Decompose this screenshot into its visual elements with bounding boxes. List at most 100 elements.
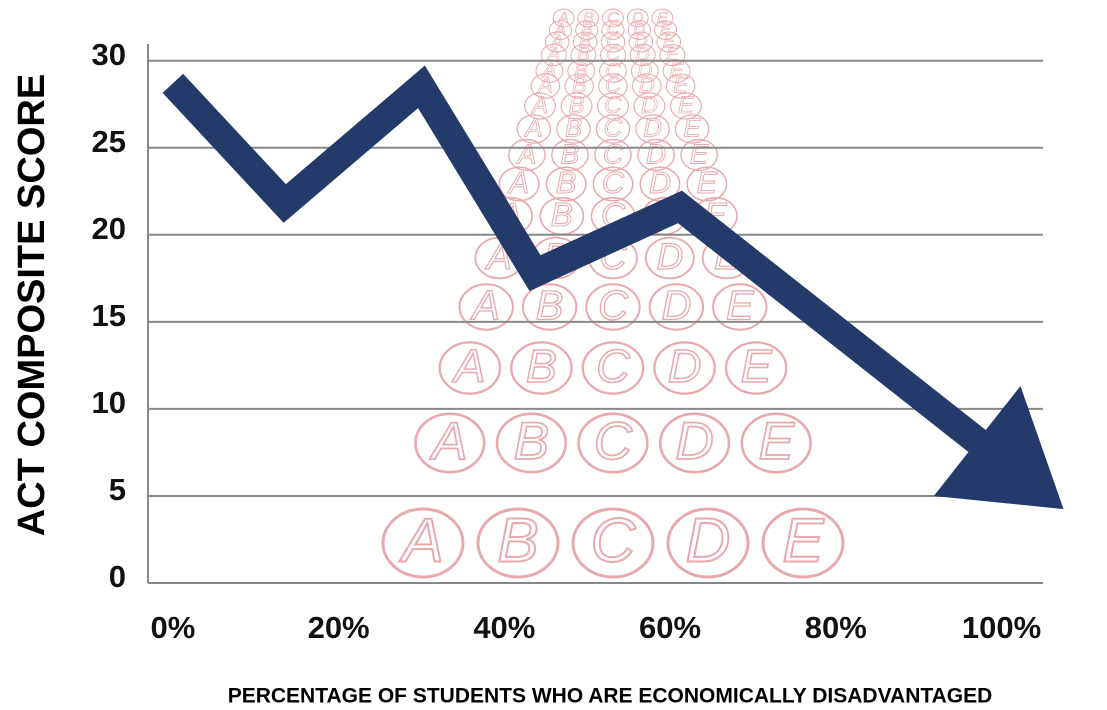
bubble [524,92,556,120]
bubble-letter: B [574,59,588,82]
bubble [521,283,578,331]
bubble [552,8,575,28]
bubble-letter: E [758,412,795,471]
bubble [633,92,666,120]
bubble-letter: D [649,166,671,200]
bubble [651,8,674,28]
bubble [414,412,486,474]
bubble [438,341,502,395]
bubble [551,138,589,172]
bubble [592,166,634,202]
bubble [659,43,686,67]
bubble [572,31,598,53]
bubble-letter: E [673,73,688,98]
arrowhead [933,386,1064,510]
bubble [595,114,631,144]
bubble-letter: E [741,340,773,392]
bubble-letter: E [697,166,718,200]
y-tick-label: 5 [109,472,126,507]
bubble [626,8,649,28]
bubble [581,341,645,395]
plot [162,65,1064,510]
bubble [600,31,626,53]
bubble [498,166,540,202]
bubble [724,341,788,395]
bubble [560,92,593,120]
bubble-letter: D [632,9,644,27]
bubble-letter: A [550,31,563,51]
bubble [712,283,768,331]
bubble-letter: C [607,9,619,27]
bubble [570,43,597,67]
bubble [476,507,560,579]
bubble-letter: E [690,138,709,169]
bubble-letter: A [398,506,443,575]
bubble [658,412,731,474]
bubble-letter: D [633,19,645,39]
bubble [600,43,626,67]
bubble-letter: B [551,197,573,234]
bubble-letter: B [497,506,538,575]
bubble [548,20,572,40]
x-tick-label: 80% [805,610,867,645]
bubble-letter: C [607,19,620,39]
bubble [602,8,624,28]
bubble [530,73,561,99]
bubble [686,166,728,202]
bubble-letter: A [540,59,556,82]
bubble [540,43,567,67]
bubble-letter: C [605,73,622,98]
bubble [680,138,718,172]
bubble [516,114,552,144]
bubble-letter: A [554,19,566,39]
x-tick-label: 100% [962,610,1041,645]
x-tick-label: 60% [639,610,701,645]
bubble-letter: B [583,9,594,27]
bubble [740,412,812,474]
bubble [381,507,465,579]
y-tick-label: 15 [92,298,126,333]
bubble [510,341,573,395]
bubble-letter: C [591,506,637,575]
bubble-letter: C [604,92,622,119]
bubble [637,138,675,172]
bubble-letter: D [668,340,702,392]
bubble-letter: A [530,92,548,119]
bubble-letter: B [565,115,582,143]
bubble [544,31,570,53]
bubble [564,73,594,99]
bubble-letter: A [516,138,537,169]
bubble [761,507,845,579]
y-tick-label: 30 [92,37,126,72]
bubble [594,138,632,172]
bubble-letter: C [604,115,623,143]
bubble-letter: E [782,506,824,575]
bubble [635,114,670,144]
x-tick-label: 40% [473,610,535,645]
bubble [665,73,696,99]
bubble-letter: E [684,115,702,143]
bubble [495,412,568,474]
bubble-letter: B [556,166,576,200]
bubble [571,507,655,579]
bubble-letter: C [606,31,620,51]
bubble-letter: C [603,138,624,169]
bubble-letter: B [569,92,585,119]
bubble [627,20,651,40]
bubble-letter: C [594,412,633,471]
bubble [585,283,641,331]
y-tick-label: 25 [92,124,126,159]
y-axis-title: ACT COMPOSITE SCORE [11,74,53,536]
bubble-letter: A [523,115,542,143]
bubble [653,341,716,395]
bubble [598,73,628,99]
bubble-letter: B [581,19,592,39]
bubble-letter: B [579,31,591,51]
bubble-letter: D [634,31,647,51]
bubble-letter: D [656,235,683,277]
bubble-letter: D [646,138,666,169]
bubble [601,20,625,40]
y-tick-label: 0 [109,559,126,594]
bubble [535,59,564,83]
